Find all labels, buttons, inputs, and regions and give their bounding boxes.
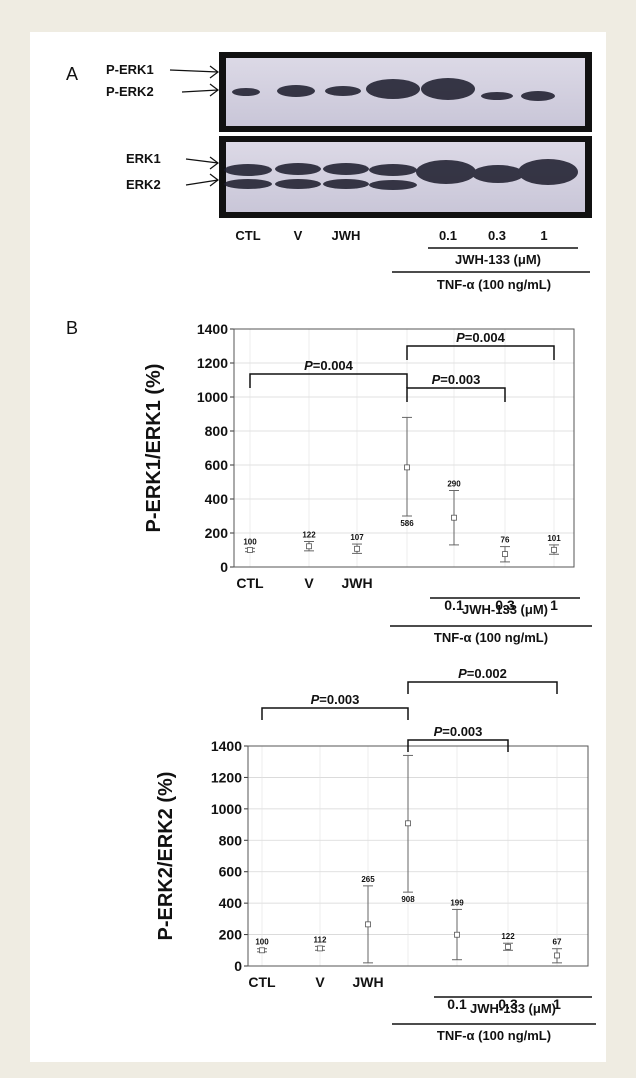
- chart-p-erk2: 0 200 400 600 800 1000 1200 1400 P-ERK2/ERK2 (%)…: [155, 666, 596, 1043]
- data-point: [502, 551, 508, 557]
- data-point: [505, 943, 511, 950]
- x-tick-label: JWH: [352, 974, 383, 990]
- data-label: 908: [401, 895, 415, 904]
- x-tick-label: V: [315, 974, 325, 990]
- p-value-label: P=0.003: [434, 724, 483, 739]
- p-value-label: P=0.004: [304, 358, 354, 373]
- marker-p-erk1: P-ERK1: [106, 62, 154, 77]
- drug-label: JWH-133 (μM): [455, 252, 541, 267]
- data-label: 586: [400, 519, 414, 528]
- x-tick-label: CTL: [248, 974, 276, 990]
- x-tick-label: JWH: [341, 575, 372, 591]
- data-label: 199: [450, 898, 464, 907]
- y-tick-label: 800: [219, 832, 243, 848]
- data-point: [405, 820, 411, 827]
- data-point: [317, 945, 323, 952]
- x-tick-label: 0.1: [444, 597, 464, 613]
- y-tick-label: 600: [219, 864, 243, 880]
- marker-p-erk2: P-ERK2: [106, 84, 154, 99]
- significance-bracket: [406, 345, 555, 360]
- x-tick-label: CTL: [236, 575, 264, 591]
- p-value-label: P=0.004: [456, 330, 506, 345]
- marker-erk2: ERK2: [126, 177, 161, 192]
- y-tick-label: 200: [205, 525, 229, 541]
- lane-label: JWH: [332, 228, 361, 243]
- y-axis-label: P-ERK1/ERK1 (%): [143, 364, 165, 533]
- data-label: 76: [501, 536, 510, 545]
- data-label: 112: [314, 935, 327, 944]
- data-label: 100: [255, 938, 269, 947]
- lane-label: 1: [540, 228, 547, 243]
- y-tick-label: 600: [205, 457, 229, 473]
- tnf-label: TNF-α (100 ng/mL): [437, 1028, 551, 1043]
- p-value-label: P=0.003: [432, 372, 481, 387]
- data-point: [247, 547, 253, 553]
- x-tick-label: 0.3: [498, 996, 518, 1012]
- y-tick-label: 1000: [211, 801, 242, 817]
- data-point: [404, 464, 410, 471]
- y-tick-label: 800: [205, 423, 229, 439]
- data-label: 122: [302, 531, 316, 540]
- y-tick-label: 0: [220, 559, 228, 575]
- data-label: 101: [547, 534, 561, 543]
- data-label: 122: [501, 932, 515, 941]
- chart-p-erk1: 0 200 400 600 800 1000 1200 1400 P-ERK1/ERK1 (%)…: [143, 321, 592, 645]
- x-tick-label: 0.1: [447, 996, 467, 1012]
- y-tick-label: 1400: [211, 738, 242, 754]
- data-label: 107: [350, 533, 364, 542]
- lane-label: 0.1: [439, 228, 457, 243]
- p-value-label: P=0.002: [458, 666, 507, 681]
- y-tick-label: 400: [205, 491, 229, 507]
- y-tick-label: 1200: [211, 769, 242, 785]
- drug-label: JWH-133 (μM): [470, 1001, 556, 1016]
- y-tick-label: 0: [234, 958, 242, 974]
- significance-bracket: [249, 373, 408, 388]
- data-label: 290: [447, 480, 461, 489]
- significance-bracket: [406, 387, 506, 402]
- lane-label: CTL: [235, 228, 260, 243]
- y-axis-label: P-ERK2/ERK2 (%): [155, 772, 177, 941]
- tnf-label: TNF-α (100 ng/mL): [437, 277, 551, 292]
- data-point: [365, 921, 371, 928]
- significance-bracket: [261, 707, 409, 720]
- significance-bracket: [407, 739, 509, 752]
- plot-frame: [247, 745, 589, 967]
- x-tick-label: V: [304, 575, 314, 591]
- y-tick-label: 400: [219, 895, 243, 911]
- data-point: [551, 546, 557, 553]
- figure-svg: A P-ERK1 P-ERK2 ERK1 ERK2: [66, 52, 596, 1043]
- marker-erk1: ERK1: [126, 151, 161, 166]
- y-tick-label: 1400: [197, 321, 228, 337]
- data-point: [354, 545, 360, 552]
- data-point: [451, 514, 457, 521]
- data-point: [306, 543, 312, 550]
- y-tick-label: 1200: [197, 355, 228, 371]
- data-label: 100: [243, 537, 257, 546]
- data-label: 67: [553, 938, 562, 947]
- drug-label: JWH-133 (μM): [462, 602, 548, 617]
- lane-label: V: [294, 228, 303, 243]
- x-tick-label: 1: [553, 996, 561, 1012]
- data-point: [454, 931, 460, 938]
- data-point: [259, 947, 265, 954]
- x-tick-label: 0.3: [495, 597, 515, 613]
- lane-label: 0.3: [488, 228, 506, 243]
- significance-bracket: [407, 681, 558, 694]
- plot-frame: [233, 328, 575, 568]
- figure-panel: A P-ERK1 P-ERK2 ERK1 ERK2: [30, 32, 606, 1062]
- data-point: [554, 952, 560, 959]
- panel-b-label: B: [66, 318, 78, 338]
- y-tick-label: 1000: [197, 389, 228, 405]
- tnf-label: TNF-α (100 ng/mL): [434, 630, 548, 645]
- data-label: 265: [361, 875, 375, 884]
- panel-a-label: A: [66, 64, 78, 84]
- panel-a-lane-labels: CTL V JWH 0.1 0.3 1: [235, 228, 547, 243]
- blot-top: [219, 52, 592, 132]
- p-value-label: P=0.003: [311, 692, 360, 707]
- x-tick-label: 1: [550, 597, 558, 613]
- blot-bottom: [219, 136, 592, 218]
- marker-arrows: [169, 65, 219, 187]
- y-tick-label: 200: [219, 927, 243, 943]
